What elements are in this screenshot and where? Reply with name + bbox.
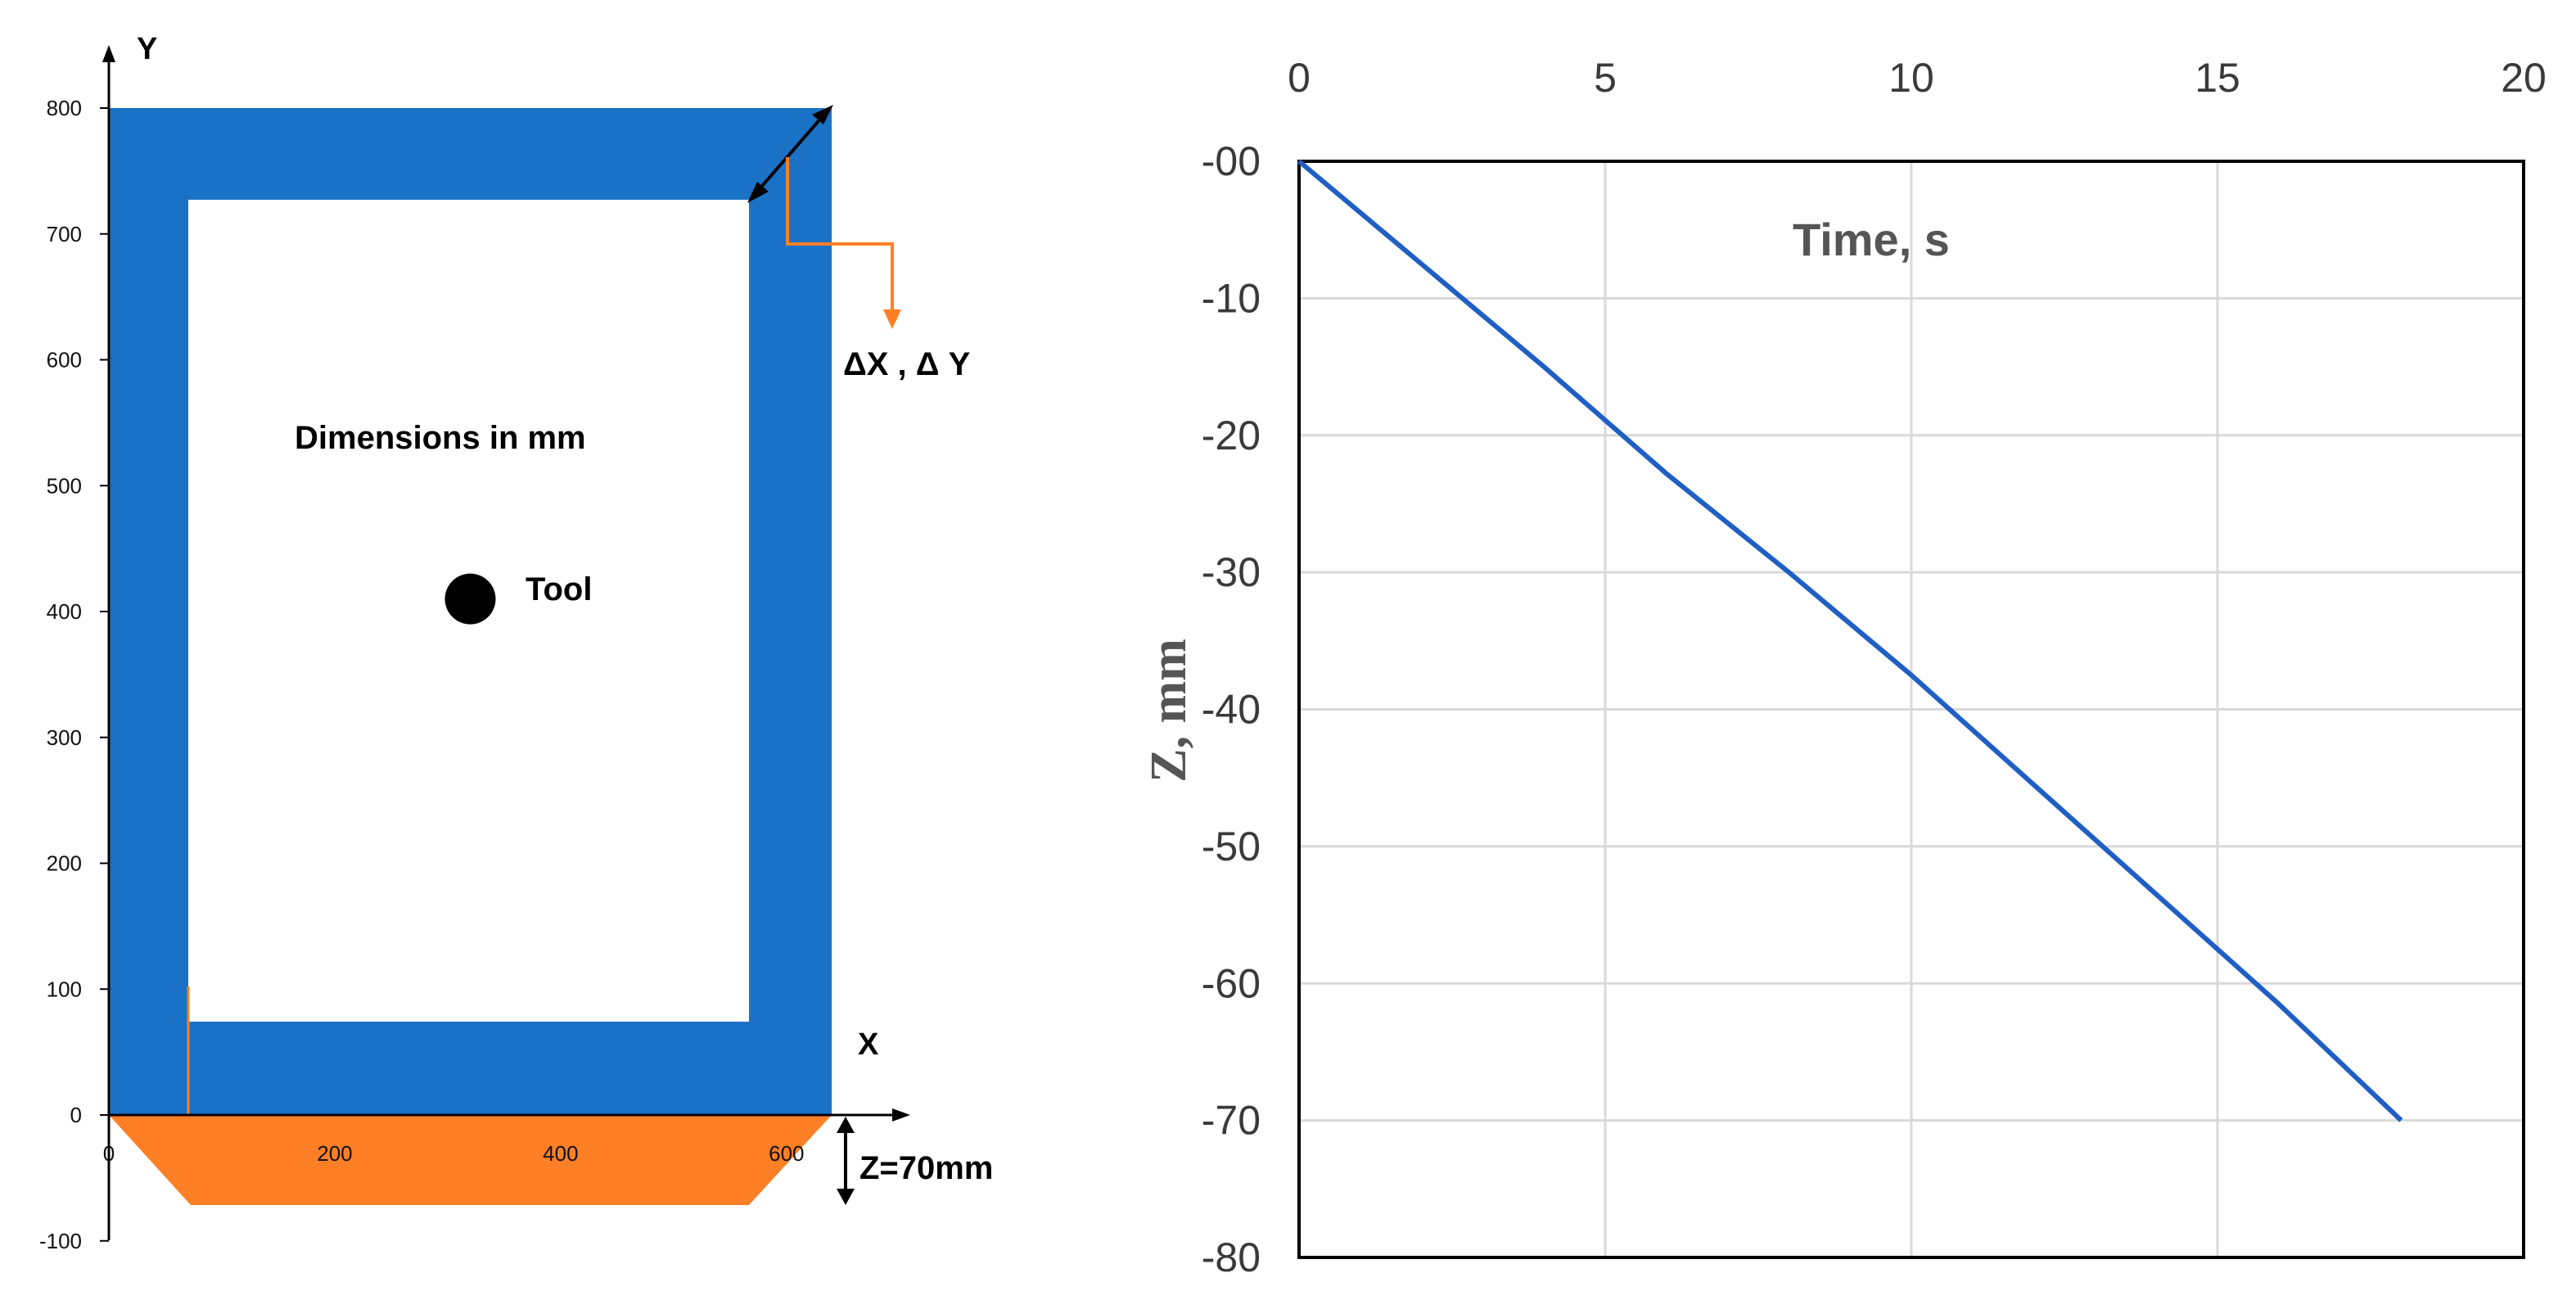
left-x-ticks: 0 200 400 600: [103, 1141, 805, 1166]
dimensions-label: Dimensions in mm: [295, 420, 586, 456]
left-y-tick-label: 300: [47, 725, 82, 750]
left-x-tick-label: 0: [103, 1141, 115, 1166]
chart-x-tick-label: 5: [1594, 55, 1617, 101]
chart-x-tick-label: 20: [2501, 55, 2547, 101]
left-x-tick-label: 400: [543, 1141, 578, 1166]
chart-y-tick-label: -40: [1202, 687, 1261, 733]
z-label: Z=70mm: [859, 1150, 993, 1186]
chart-y-ticks: -00 -10 -20 -30 -40 -50 -60 -70 -80: [1202, 138, 1261, 1280]
chart-y-tick-label: -10: [1202, 275, 1261, 321]
left-y-ticks: 800 700 600 500 400 300 200 100 0 -100: [39, 96, 109, 1253]
chart-y-tick-label: -50: [1202, 824, 1261, 869]
left-y-tick-label: 400: [47, 599, 82, 624]
left-panel-diagram: Y X 800 700 600 500 400 300 200 100 0 -100 0 200 40…: [39, 32, 993, 1253]
chart-grid: [1297, 160, 2525, 1259]
y-axis-name: Y: [137, 32, 157, 66]
left-x-tick-label: 600: [769, 1141, 804, 1166]
left-y-tick-label: -100: [39, 1229, 82, 1253]
chart-y-label: Z, mm: [1141, 639, 1197, 783]
chart-y-tick-label: -60: [1202, 960, 1261, 1006]
chart-y-tick-label: -30: [1202, 549, 1261, 595]
left-y-tick-label: 100: [47, 977, 82, 1001]
tool-marker: [444, 573, 496, 625]
z-arrowhead-bottom: [837, 1189, 855, 1205]
chart-y-tick-label: -80: [1202, 1235, 1261, 1280]
chart-y-tick-label: -70: [1202, 1098, 1261, 1144]
z-arrowhead-top: [837, 1117, 855, 1133]
y-axis-arrowhead: [102, 45, 115, 62]
delta-arrowhead-top: [812, 105, 833, 124]
chart-x-label: Time, s: [1793, 214, 1950, 265]
left-y-tick-label: 700: [47, 222, 82, 246]
left-y-tick-label: 500: [47, 473, 82, 498]
delta-label: ΔX , Δ Y: [843, 346, 971, 382]
plot-area-border: [1297, 160, 2525, 1259]
tool-label: Tool: [526, 571, 592, 607]
left-x-tick-label: 200: [317, 1141, 352, 1166]
chart-x-ticks: 0 5 10 15 20: [1288, 55, 2547, 101]
chart-x-tick-label: 0: [1288, 55, 1311, 101]
delta-arrowhead-bottom: [747, 182, 769, 203]
left-y-tick-label: 800: [47, 96, 82, 120]
z-vs-time-chart: 0 5 10 15 20 -00 -10 -20 -30 -40 -50 -60 -70 -80 Tim…: [1141, 55, 2547, 1280]
delta-leader-arrow: [786, 157, 894, 311]
blue-frame: [109, 108, 832, 1115]
left-y-tick-label: 600: [47, 348, 82, 372]
left-y-tick-label: 200: [47, 851, 82, 876]
chart-y-tick-label: -20: [1202, 413, 1261, 458]
x-axis-arrowhead: [892, 1108, 910, 1122]
x-axis-name: X: [858, 1027, 879, 1062]
series-line-z: [1297, 159, 2403, 1122]
chart-x-tick-label: 15: [2195, 55, 2240, 101]
chart-x-tick-label: 10: [1888, 55, 1934, 101]
base-plate: [109, 1115, 832, 1205]
delta-double-arrow: [756, 115, 824, 193]
delta-leader-arrowhead: [883, 309, 901, 329]
left-y-tick-label: 0: [70, 1103, 82, 1127]
chart-y-tick-label: -00: [1202, 138, 1261, 184]
